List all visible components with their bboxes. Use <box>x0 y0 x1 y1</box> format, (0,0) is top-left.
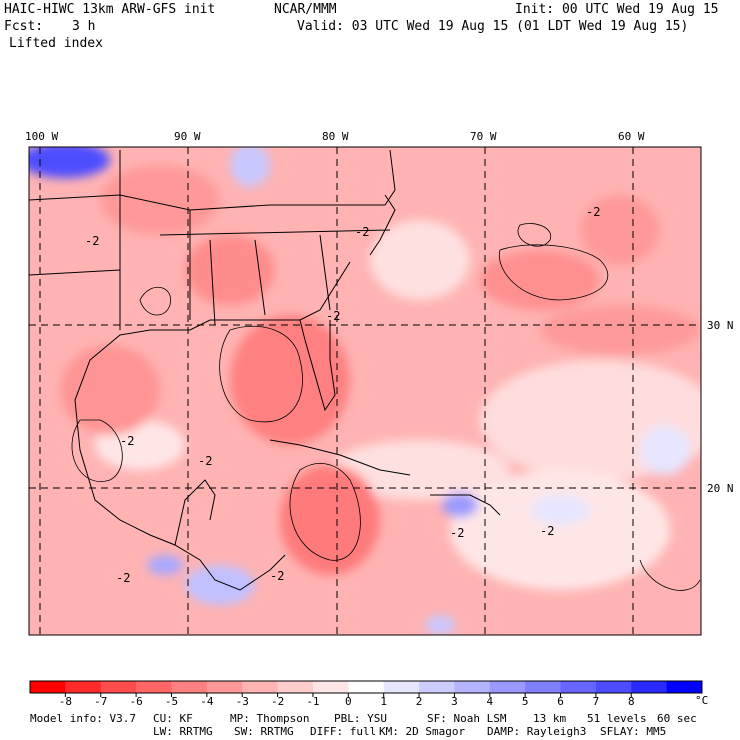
colorbar-swatch <box>595 681 632 693</box>
contour-label: -2 <box>120 434 134 448</box>
diffusion: DIFF: full <box>310 725 377 738</box>
colorbar-tick-label: 0 <box>345 695 352 708</box>
resolution: 13 km <box>533 712 567 725</box>
pbl-scheme: PBL: YSU <box>334 712 387 725</box>
lon-label: 100 W <box>25 130 58 143</box>
colorbar-tick-label: 5 <box>522 695 529 708</box>
colorbar-swatch <box>206 681 243 693</box>
colorbar-frame <box>29 680 703 694</box>
colorbar-tick-label: -6 <box>129 695 142 708</box>
valid-time: Valid: 03 UTC Wed 19 Aug 15 (01 LDT Wed … <box>297 19 689 34</box>
damping: DAMP: Rayleigh3 <box>487 725 587 738</box>
colorbar-swatch <box>65 681 102 693</box>
lat-lon-grid <box>29 147 701 635</box>
colorbar-tick-label: 7 <box>593 695 600 708</box>
lon-label: 80 W <box>322 130 349 143</box>
colorbar-swatch <box>171 681 208 693</box>
colorbar-swatch <box>30 681 66 693</box>
colorbar-tick-label: -3 <box>236 695 249 708</box>
forecast-hour: 3 h <box>72 19 96 34</box>
colorbar-tick-label: 4 <box>486 695 493 708</box>
colorbar-swatch <box>100 681 137 693</box>
contour-label: -2 <box>586 205 600 219</box>
surface-layer: SFLAY: MM5 <box>600 725 667 738</box>
cu-scheme: CU: KF <box>153 712 193 725</box>
contour-label: -2 <box>326 309 340 323</box>
colorbar-swatch <box>312 681 349 693</box>
colorbar-tick-label: 6 <box>557 695 564 708</box>
org-label: NCAR/MMM <box>274 2 337 17</box>
time-step: 60 sec <box>657 712 697 725</box>
colorbar-swatch <box>666 681 703 693</box>
colorbar-swatch <box>560 681 597 693</box>
colorbar-tick-label: -5 <box>165 695 178 708</box>
lon-label: 60 W <box>618 130 645 143</box>
contour-label: -2 <box>270 569 284 583</box>
coastlines <box>29 149 501 591</box>
colorbar-tick-label: -7 <box>94 695 107 708</box>
sf-scheme: SF: Noah LSM <box>427 712 507 725</box>
mp-scheme: MP: Thompson <box>230 712 310 725</box>
contour-label: -2 <box>540 524 554 538</box>
contour-label: -2 <box>85 234 99 248</box>
lat-label: 30 N <box>707 319 734 332</box>
shaded-field: -2 -2 -2 -2 -2 -2 -2 -2 -2 -2 <box>29 147 701 635</box>
colorbar-tick-label: -1 <box>306 695 319 708</box>
map-frame <box>28 146 702 636</box>
colorbar-swatch <box>242 681 279 693</box>
colorbar-swatch <box>348 681 385 693</box>
vertical-levels: 51 levels <box>587 712 647 725</box>
lat-label: 20 N <box>707 482 734 495</box>
lon-label: 90 W <box>174 130 201 143</box>
contour-label: -2 <box>450 526 464 540</box>
colorbar-swatch <box>383 681 420 693</box>
colorbar-tick-label: 2 <box>416 695 423 708</box>
km-scheme: KM: 2D Smagor <box>379 725 466 738</box>
colorbar-tick-label: -8 <box>59 695 72 708</box>
colorbar-swatch <box>525 681 562 693</box>
colorbar-swatch <box>454 681 491 693</box>
colorbar-swatch <box>419 681 455 693</box>
colorbar-swatch <box>277 681 314 693</box>
model-info: Model info: V3.7 <box>30 712 136 725</box>
colorbar-tick-label: 3 <box>451 695 458 708</box>
colorbar-tick-label: 8 <box>628 695 635 708</box>
contour-lines <box>71 223 701 591</box>
lw-scheme: LW: RRTMG <box>153 725 213 738</box>
colorbar-swatch <box>136 681 172 693</box>
forecast-label: Fcst: <box>4 19 44 34</box>
colorbar-swatch <box>631 681 668 693</box>
lon-label: 70 W <box>470 130 497 143</box>
init-time: Init: 00 UTC Wed 19 Aug 15 <box>515 2 719 17</box>
field-name: Lifted index <box>9 36 103 51</box>
unit-label: °C <box>695 694 708 707</box>
colorbar-tick-label: 1 <box>380 695 387 708</box>
colorbar-swatch <box>489 681 526 693</box>
model-title: HAIC-HIWC 13km ARW-GFS init <box>4 2 216 17</box>
contour-label: -2 <box>116 571 130 585</box>
sw-scheme: SW: RRTMG <box>234 725 294 738</box>
contour-label: -2 <box>355 225 369 239</box>
contour-label: -2 <box>198 454 212 468</box>
colorbar-tick-label: -2 <box>271 695 284 708</box>
colorbar-tick-label: -4 <box>200 695 214 708</box>
